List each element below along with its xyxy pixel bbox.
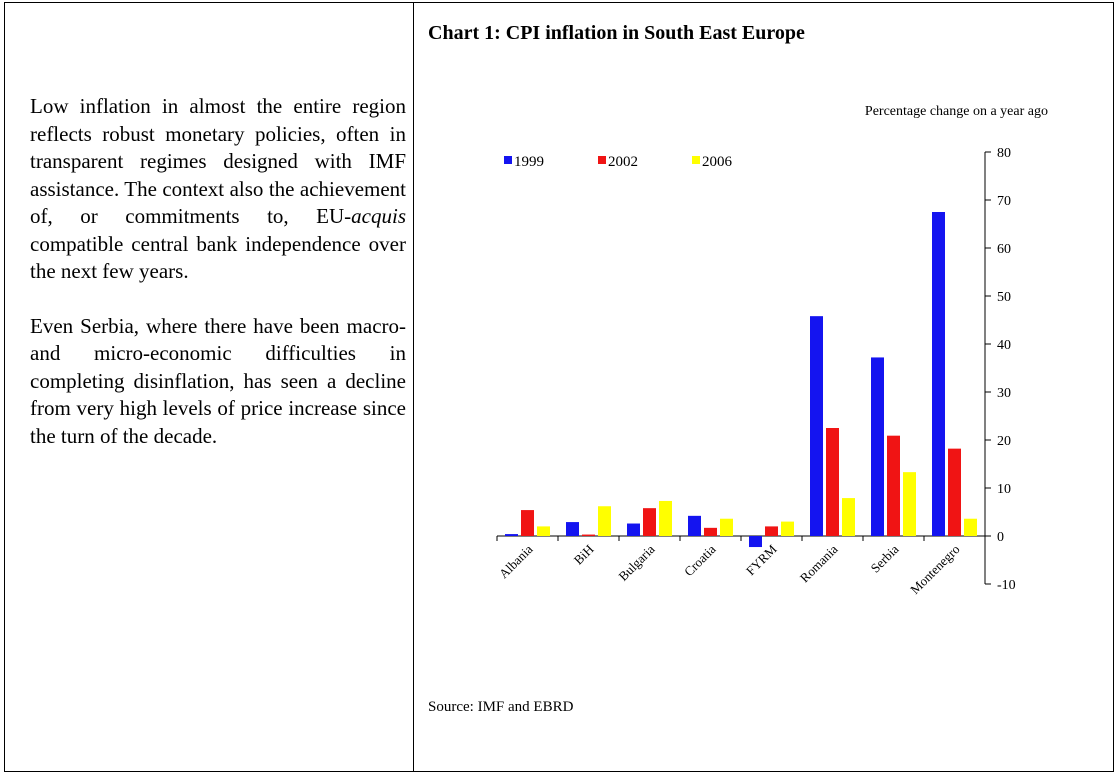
bar [537, 526, 550, 536]
left-text: Low inflation in almost the entire regio… [30, 93, 406, 477]
chart-subtitle: Percentage change on a year ago [865, 104, 1048, 119]
x-tick-label: Croatia [681, 541, 719, 579]
bar [521, 510, 534, 536]
x-tick-label: BiH [571, 542, 597, 568]
bar [704, 527, 717, 536]
bar [781, 521, 794, 536]
y-tick-label: 30 [997, 386, 1011, 401]
y-tick-label: 0 [997, 530, 1004, 545]
bar [842, 498, 855, 536]
bar [810, 316, 823, 536]
bar [659, 500, 672, 536]
bar [627, 523, 640, 536]
bar [566, 522, 579, 536]
y-tick-label: 20 [997, 434, 1011, 449]
x-tick-label: Romania [797, 541, 841, 585]
bar [643, 508, 656, 536]
legend-label: 2006 [702, 154, 733, 170]
legend-swatch [598, 156, 606, 164]
legend-swatch [504, 156, 512, 164]
x-tick-label: Serbia [868, 541, 902, 575]
legend-label: 2002 [608, 154, 638, 170]
bar [887, 435, 900, 536]
x-tick-label: Albania [496, 541, 536, 581]
y-tick-label: 60 [997, 242, 1011, 257]
bar [765, 526, 778, 536]
legend-swatch [692, 156, 700, 164]
bar [932, 212, 945, 536]
y-tick-label: 10 [997, 482, 1011, 497]
bar [948, 448, 961, 536]
y-tick-label: 50 [997, 290, 1011, 305]
bar [871, 357, 884, 536]
source: Source: IMF and EBRD [428, 699, 574, 715]
y-tick-label: 70 [997, 194, 1011, 209]
bar [505, 534, 518, 536]
y-tick-label: 40 [997, 338, 1011, 353]
column-divider [413, 2, 414, 772]
legend-label: 1999 [514, 154, 544, 170]
chart-title: Chart 1: CPI inflation in South East Eur… [428, 22, 805, 44]
bar [749, 536, 762, 548]
bar [964, 518, 977, 536]
bar [582, 534, 595, 536]
x-tick-label: Bulgaria [615, 541, 657, 583]
italic-text: acquis [351, 204, 406, 228]
x-tick-label: Montenegro [907, 542, 963, 598]
text: Low inflation in almost the entire regio… [30, 94, 406, 228]
paragraph: Even Serbia, where there have been macro… [30, 313, 406, 448]
paragraph: Low inflation in almost the entire regio… [30, 93, 406, 286]
y-tick-label: -10 [997, 578, 1016, 593]
bar [826, 428, 839, 536]
text: compatible central bank independence ove… [30, 231, 406, 284]
bar [720, 518, 733, 536]
bar [903, 472, 916, 536]
y-tick-label: 80 [997, 146, 1011, 161]
bar [598, 506, 611, 536]
bar [688, 515, 701, 536]
